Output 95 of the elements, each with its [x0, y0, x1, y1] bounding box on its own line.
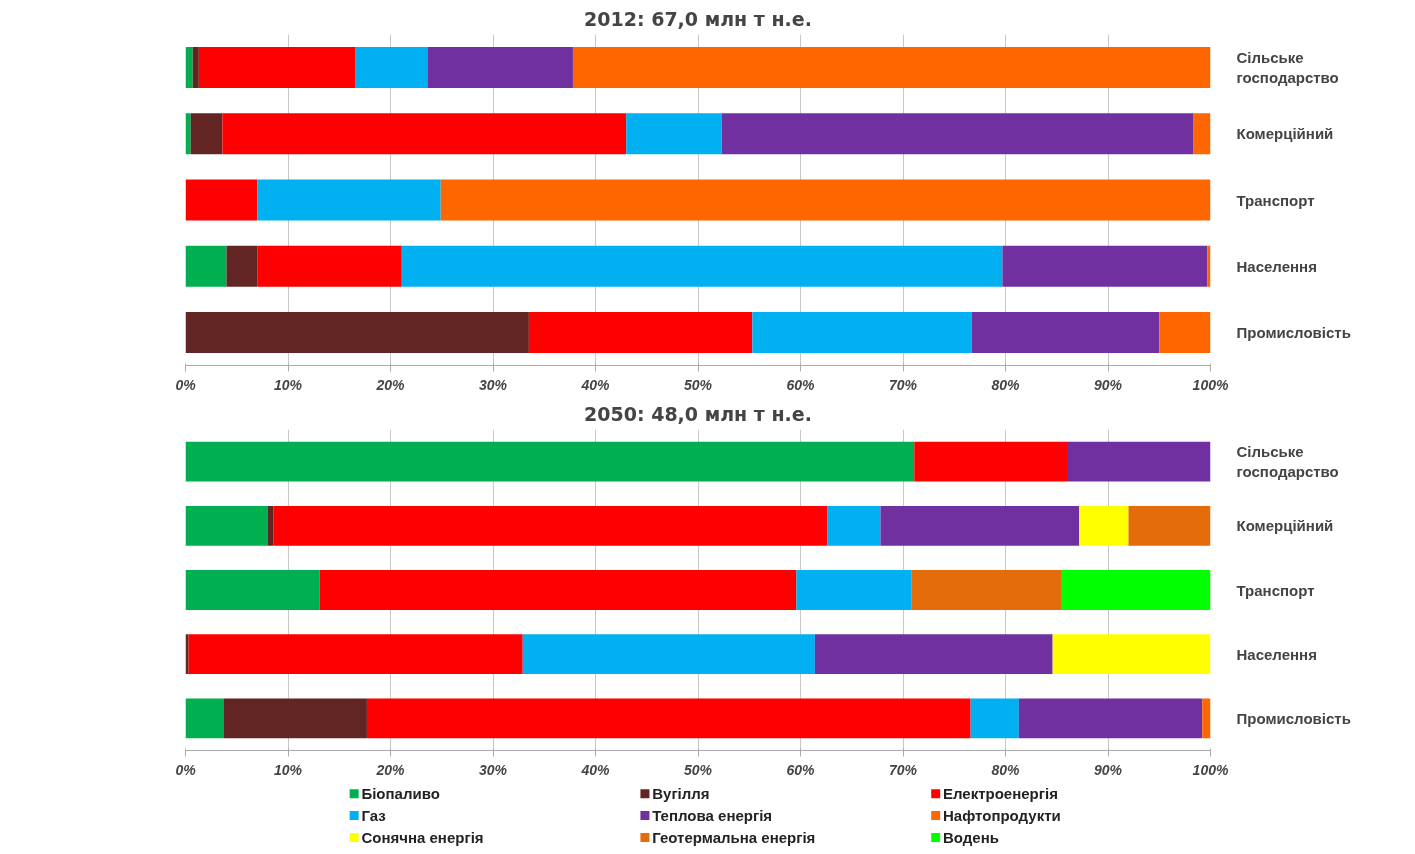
- bar: [319, 570, 797, 610]
- y-tick-label: Комерційний: [1236, 517, 1334, 535]
- bar: [440, 179, 1211, 221]
- x-tick-label: 70%: [888, 376, 918, 393]
- bar: [185, 113, 191, 155]
- x-tick-label: 20%: [375, 376, 406, 393]
- y-tick-label: Населення: [1236, 257, 1317, 275]
- x-tick-label: 60%: [786, 761, 816, 778]
- bar: [1061, 570, 1211, 610]
- legend-label: Геотермальна енергія: [652, 828, 816, 846]
- bar: [401, 245, 1003, 287]
- bar: [1128, 505, 1211, 546]
- bar: [721, 113, 1194, 155]
- bar: [1193, 113, 1211, 155]
- y-tick-label: Населення: [1236, 645, 1317, 663]
- x-tick-label: 90%: [1093, 761, 1123, 778]
- bar: [185, 570, 320, 610]
- x-tick-label: 100%: [1192, 761, 1229, 778]
- x-tick-label: 20%: [375, 761, 406, 778]
- bar: [185, 698, 224, 739]
- bar: [528, 311, 753, 353]
- bar: [626, 113, 722, 155]
- x-tick-label: 10%: [273, 376, 303, 393]
- bar: [1067, 441, 1211, 482]
- bar: [752, 311, 972, 353]
- bar: [814, 634, 1053, 675]
- bar: [1207, 245, 1211, 287]
- bar: [427, 47, 573, 89]
- bar: [273, 505, 828, 546]
- bar: [226, 245, 258, 287]
- bar: [222, 113, 627, 155]
- x-tick-label: 30%: [478, 376, 508, 393]
- x-tick-label: 0%: [175, 376, 197, 393]
- bar: [192, 47, 199, 89]
- bar: [188, 634, 523, 675]
- bar: [223, 698, 367, 739]
- bar: [257, 179, 441, 221]
- bar: [572, 47, 1211, 89]
- x-tick-label: 90%: [1093, 376, 1123, 393]
- legend-label: Сонячна енергія: [361, 828, 484, 846]
- legend-label: Газ: [361, 807, 386, 824]
- bar: [911, 570, 1062, 610]
- x-tick-label: 40%: [580, 376, 611, 393]
- y-tick-label: Транспорт: [1236, 191, 1315, 209]
- bar: [185, 179, 258, 221]
- bar: [880, 505, 1080, 546]
- x-tick-label: 40%: [580, 761, 611, 778]
- bar: [355, 47, 428, 89]
- bar: [185, 311, 529, 353]
- y-tick-label: Промисловість: [1236, 323, 1351, 341]
- y-tick-label: Транспорт: [1236, 581, 1315, 599]
- y-tick-label: Сільське господарство: [1236, 48, 1339, 87]
- x-tick-label: 10%: [273, 761, 303, 778]
- bar: [971, 311, 1160, 353]
- x-tick-label: 50%: [683, 376, 713, 393]
- bar: [1159, 311, 1211, 353]
- bar: [190, 113, 223, 155]
- chart-title: 2012: 67,0 млн т н.е.: [584, 7, 812, 30]
- bar: [914, 441, 1067, 482]
- legend-label: Електроенергія: [942, 785, 1058, 803]
- bar: [185, 47, 193, 89]
- bar: [185, 441, 915, 482]
- legend-label: Нафтопродукти: [942, 807, 1061, 824]
- chart-title: 2050: 48,0 млн т н.е.: [584, 402, 812, 425]
- bar: [522, 634, 815, 675]
- x-tick-label: 0%: [175, 761, 197, 778]
- x-tick-label: 80%: [991, 376, 1021, 393]
- bar: [1079, 505, 1129, 546]
- legend-label: Водень: [942, 828, 999, 846]
- legend-label: Біопаливо: [361, 785, 440, 803]
- y-tick-label: Сільське господарство: [1236, 442, 1339, 481]
- bar: [1018, 698, 1203, 739]
- bar: [198, 47, 356, 89]
- bar: [257, 245, 402, 287]
- x-tick-label: 80%: [991, 761, 1021, 778]
- bar: [185, 505, 268, 546]
- bar: [970, 698, 1019, 739]
- bar: [366, 698, 971, 739]
- bar: [796, 570, 912, 610]
- bar: [267, 505, 274, 546]
- legend-label: Вугілля: [652, 785, 710, 803]
- x-tick-label: 70%: [888, 761, 918, 778]
- bar: [1052, 634, 1211, 675]
- x-tick-label: 50%: [683, 761, 713, 778]
- bar: [827, 505, 881, 546]
- x-tick-label: 30%: [478, 761, 508, 778]
- y-tick-label: Промисловість: [1236, 709, 1351, 727]
- y-tick-label: Комерційний: [1236, 125, 1334, 143]
- bar: [1202, 698, 1211, 739]
- bar: [185, 245, 227, 287]
- x-tick-label: 60%: [786, 376, 816, 393]
- bar: [185, 634, 189, 675]
- legend-label: Теплова енергія: [652, 807, 773, 824]
- x-tick-label: 100%: [1192, 376, 1229, 393]
- bar: [1002, 245, 1208, 287]
